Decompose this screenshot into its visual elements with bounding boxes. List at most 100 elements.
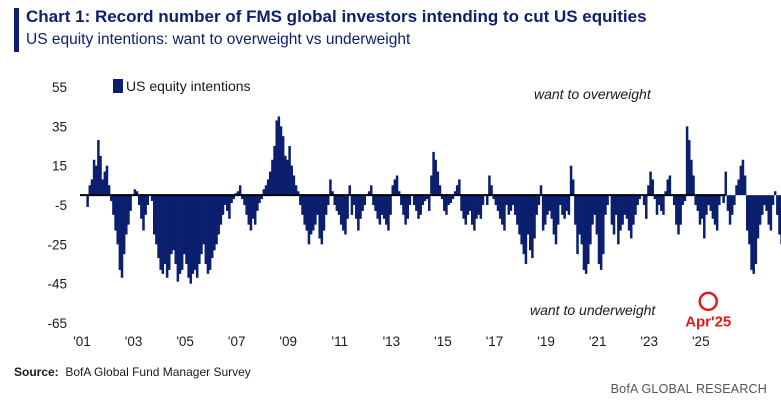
data-bar [107,185,111,196]
data-bar [155,195,158,245]
data-bar [750,195,753,270]
data-bar [97,140,100,196]
data-bar [275,120,278,196]
data-bar [718,195,721,205]
data-bar [539,185,543,196]
data-bar [473,195,476,231]
data-bar [296,191,300,196]
data-bar [281,136,285,196]
data-bar [705,195,708,215]
data-bar [602,195,605,255]
data-bar [629,195,633,239]
data-bar [516,195,519,225]
data-bar [264,185,268,196]
data-bar [350,195,354,215]
data-bar [677,195,680,235]
data-bar [346,195,349,219]
data-bar [518,195,521,235]
brand-footer: BofA GLOBAL RESEARCH [610,382,767,396]
data-bar [574,195,577,225]
data-bar [432,151,435,196]
data-bar [380,195,384,215]
data-bar [262,189,266,196]
data-bar [550,195,553,219]
data-bar [645,195,648,219]
data-bar [335,195,339,211]
data-bar [357,195,360,231]
data-bar [619,195,622,231]
data-bar [129,195,132,211]
data-bar [292,175,296,196]
data-bar [215,195,218,245]
data-bar [569,165,573,196]
data-bar [621,195,624,225]
data-bar [174,195,177,264]
data-bar [307,195,311,245]
data-bar [348,185,352,196]
data-bar [191,195,195,274]
data-bar [571,179,575,196]
data-bar [552,195,556,235]
data-bar [496,195,500,211]
data-bar [376,195,379,219]
data-bar [273,146,276,196]
data-bar [655,195,659,215]
data-bar [271,159,274,196]
data-bar [541,195,545,231]
data-bar [223,195,227,205]
data-bar [395,175,399,196]
data-bar [116,195,119,245]
data-bar [90,179,94,196]
data-bar [651,179,654,196]
x-tick-label: '03 [125,334,143,349]
data-bar [503,195,506,231]
data-bar [279,126,283,196]
data-bar [509,195,513,211]
data-bar [314,195,317,225]
data-bar [120,195,124,278]
data-bar [393,179,397,196]
data-bar [494,195,498,205]
data-bar [266,179,270,196]
data-bar [103,171,107,196]
data-bar [339,195,343,225]
x-tick-label: '01 [73,334,91,349]
data-bar [387,195,390,231]
data-bar [458,179,461,196]
data-bar [247,195,251,225]
data-bar [672,195,676,205]
data-bar [657,195,661,205]
x-tick-label: '11 [332,334,349,349]
data-bar [176,195,180,282]
data-bar [140,195,143,219]
data-bar [443,195,446,211]
data-bar [475,195,478,219]
data-bar [249,195,253,231]
data-bar [193,195,197,270]
data-bar [417,195,420,219]
data-bar [183,195,186,255]
data-bar [372,195,375,205]
data-bar [423,195,427,202]
data-bar [580,195,584,245]
y-tick-label: 35 [52,119,67,134]
y-tick-label: -45 [47,277,67,292]
data-bar [206,195,210,274]
data-bar [752,195,755,274]
data-bar [604,195,607,215]
data-bar [367,191,371,196]
data-bar [305,195,309,231]
data-bar [488,175,491,196]
data-bar [150,195,154,202]
title-accent-bar [14,8,19,52]
source-note: Source: BofA Global Fund Manager Survey [14,365,251,379]
data-bar [178,195,182,274]
data-bar [481,195,485,205]
data-bar [464,195,468,225]
data-bar [342,195,345,231]
data-bar [584,195,588,274]
chart-title: Chart 1: Record number of FMS global inv… [26,7,647,26]
data-bar [627,195,631,231]
data-bar [666,179,669,196]
